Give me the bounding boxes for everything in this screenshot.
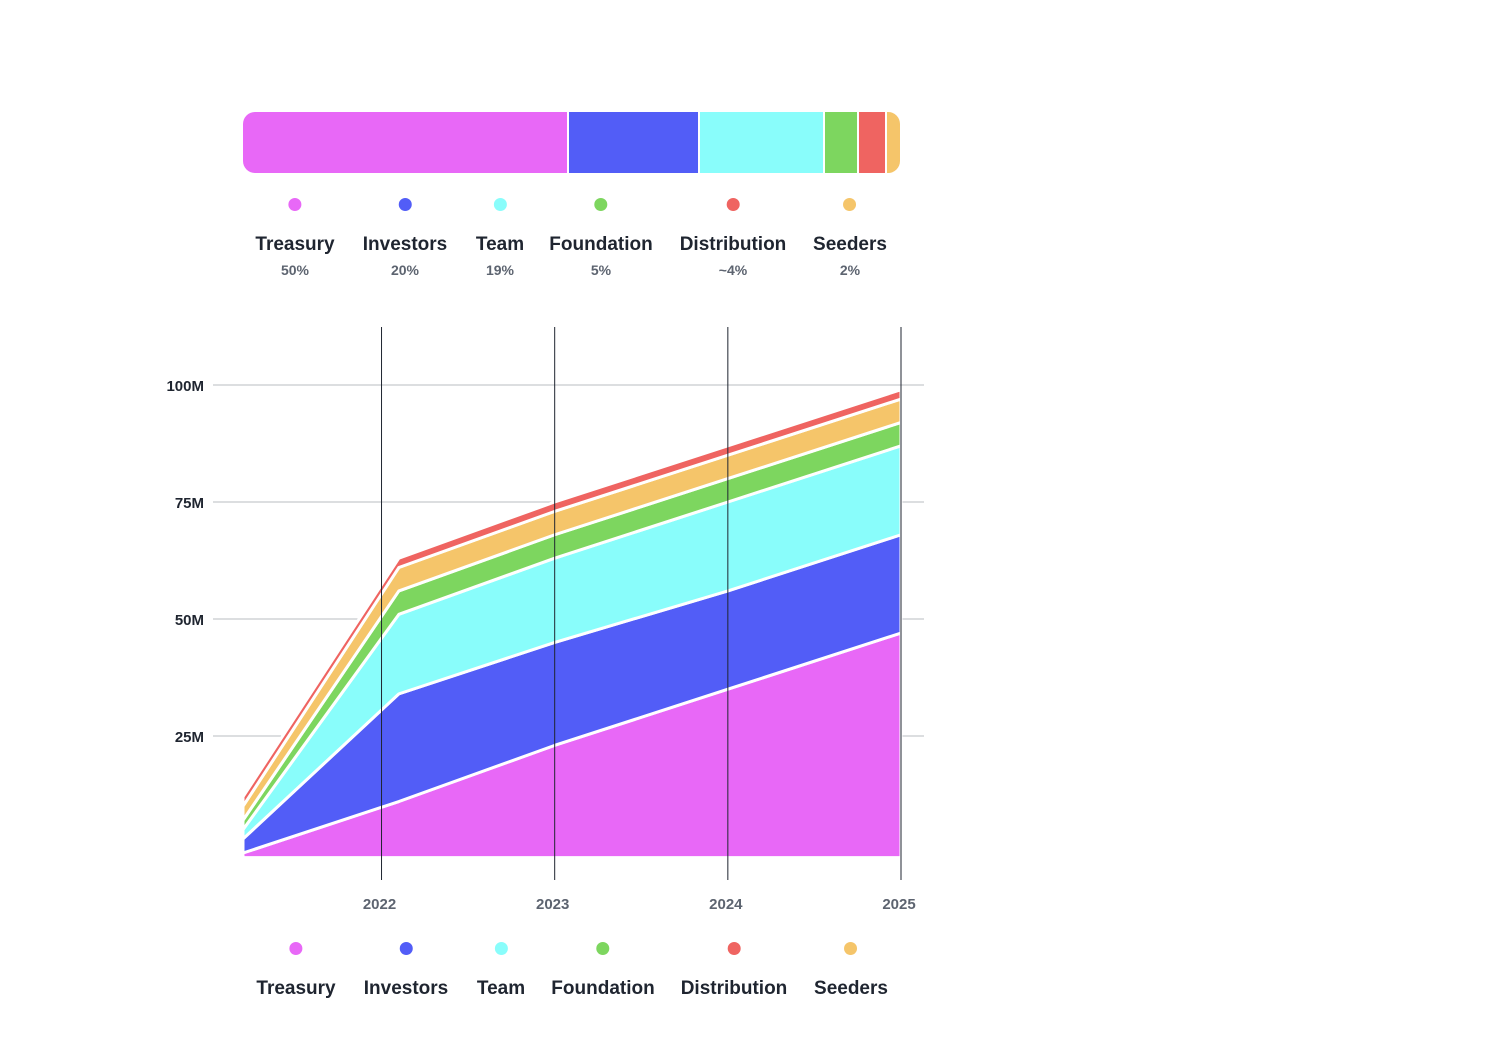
allocation-legend-label: Treasury [255, 234, 335, 255]
allocation-legend-item-foundation: Foundation 5% [549, 198, 653, 278]
legend-dot-icon [494, 942, 508, 955]
x-tick-label: 2022 [363, 896, 396, 913]
legend-dot-icon [596, 942, 610, 955]
x-tick-label: 2024 [709, 896, 743, 913]
allocation-legend-percent: 50% [280, 262, 310, 278]
allocation-legend-percent: 19% [485, 262, 515, 278]
allocation-legend-label: Distribution [679, 234, 787, 255]
legend-dot-icon [594, 198, 608, 211]
legend-dot-icon [288, 198, 302, 211]
allocation-segment-seeders [887, 112, 900, 173]
allocation-segment-investors [568, 112, 698, 173]
allocation-legend-item-seeders: Seeders 2% [813, 198, 887, 278]
y-tick-label: 50M [175, 612, 204, 629]
chart-legend-label: Seeders [814, 978, 888, 999]
legend-dot-icon [399, 942, 413, 955]
allocation-legend-item-distribution: Distribution ~4% [679, 198, 787, 278]
legend-dot-icon [398, 198, 412, 211]
chart-legend-label: Foundation [551, 978, 655, 999]
allocation-legend-label: Team [475, 234, 525, 255]
legend-dot-icon [726, 198, 740, 211]
chart-legend-label: Investors [363, 978, 449, 999]
chart-legend-item-treasury: Treasury [256, 942, 336, 1000]
allocation-bar [243, 112, 900, 173]
allocation-segment-distribution [859, 112, 886, 173]
allocation-legend-percent: ~4% [718, 262, 748, 278]
allocation-legend-label: Investors [362, 234, 448, 255]
chart-legend-item-distribution: Distribution [680, 942, 788, 1000]
chart-legend-label: Team [476, 978, 526, 999]
allocation-segment-treasury [243, 112, 567, 173]
allocation-legend-item-team: Team 19% [476, 198, 524, 278]
y-tick-label: 100M [166, 378, 204, 395]
legend-dot-icon [493, 198, 507, 211]
y-tick-label: 75M [175, 495, 204, 512]
legend-dot-icon [844, 942, 858, 955]
chart-legend-label: Treasury [256, 978, 336, 999]
allocation-segment-team [699, 112, 823, 173]
allocation-legend-item-investors: Investors 20% [363, 198, 447, 278]
legend-dot-icon [289, 942, 303, 955]
allocation-legend: Treasury 50% Investors 20% Team 19% Foundation… [243, 198, 900, 288]
y-tick-label: 25M [175, 729, 204, 746]
allocation-legend-label: Seeders [813, 234, 887, 255]
chart-legend-item-investors: Investors [364, 942, 448, 1000]
x-tick-label: 2023 [536, 896, 569, 913]
allocation-legend-percent: 2% [839, 262, 861, 278]
chart-legend-label: Distribution [680, 978, 788, 999]
allocation-legend-label: Foundation [549, 234, 653, 255]
x-tick-label: 2025 [882, 896, 915, 913]
allocation-legend-percent: 5% [590, 262, 612, 278]
chart-legend: Treasury Investors Team Foundation Distribut… [243, 942, 900, 1002]
chart-legend-item-seeders: Seeders [814, 942, 888, 1000]
chart-legend-item-team: Team [477, 942, 525, 1000]
allocation-legend-item-treasury: Treasury 50% [255, 198, 335, 278]
legend-dot-icon [727, 942, 741, 955]
allocation-segment-foundation [824, 112, 858, 173]
legend-dot-icon [843, 198, 857, 211]
chart-legend-item-foundation: Foundation [551, 942, 655, 1000]
allocation-legend-percent: 20% [390, 262, 420, 278]
